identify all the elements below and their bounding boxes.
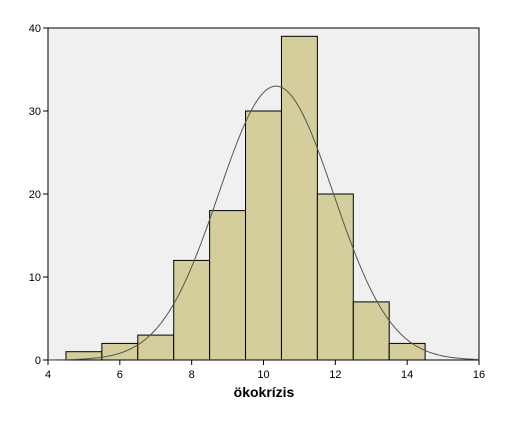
y-tick-label: 10 [29,272,41,284]
x-tick-label: 12 [329,369,341,381]
y-tick-label: 30 [29,106,41,118]
x-tick-label: 4 [45,369,51,381]
x-tick-label: 8 [189,369,195,381]
histogram-bar-2 [101,342,139,361]
axes-group: 0 10 20 30 40 4 6 8 10 12 14 16 [29,23,485,381]
x-tick-label: 10 [257,369,269,381]
histogram-bar-5 [209,210,247,361]
x-axis-title: ökokrízis [234,384,295,400]
histogram-bar-4 [173,259,211,361]
y-tick-label: 0 [35,355,41,367]
histogram-bar-6 [245,110,282,361]
y-tick-label: 40 [29,23,41,35]
x-tick-label: 6 [117,369,123,381]
x-tick-label: 14 [401,369,413,381]
histogram-bar-9 [352,301,390,361]
normal-curve [47,85,480,361]
histogram-bar-10 [388,342,426,361]
histogram-bar-7 [280,35,318,361]
histogram-bar-8 [316,193,354,361]
histogram-bar-3 [137,334,175,361]
y-tick-label: 20 [29,189,41,201]
bars-group [65,35,426,361]
x-tick-label: 16 [473,369,485,381]
